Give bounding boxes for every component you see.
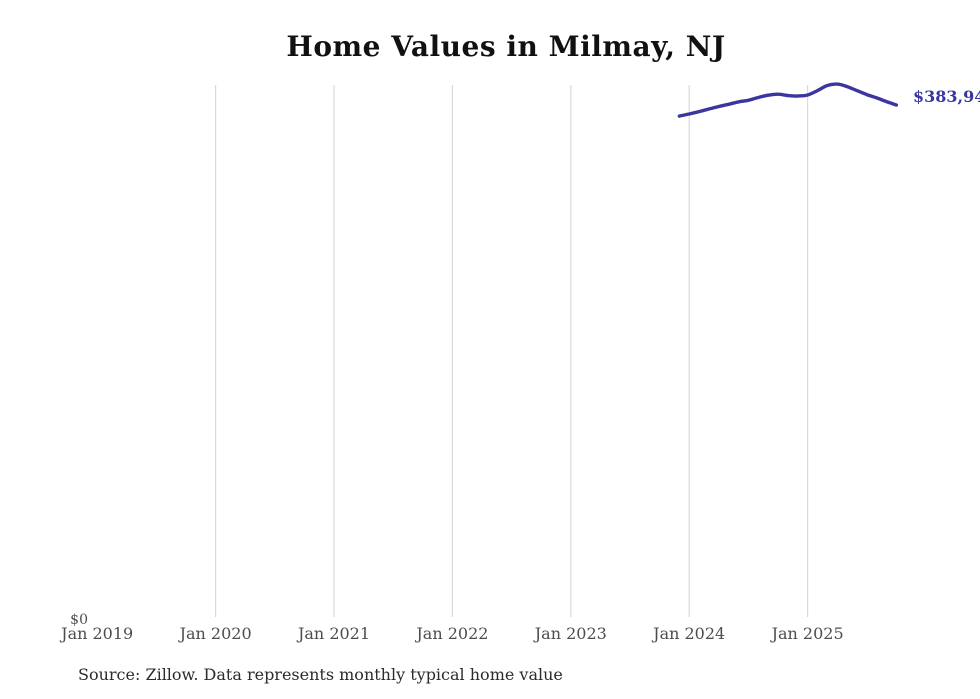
x-axis-label: Jan 2024	[653, 624, 726, 643]
x-axis-label: Jan 2023	[534, 624, 607, 643]
x-axis-label: Jan 2025	[771, 624, 844, 643]
end-value-label: $383,944	[913, 87, 980, 106]
y-axis-zero-label: $0	[70, 612, 88, 628]
x-axis-label: Jan 2019	[61, 624, 134, 643]
home-value-series-line	[677, 82, 899, 118]
x-axis-label: Jan 2022	[416, 624, 489, 643]
x-axis-label: Jan 2021	[297, 624, 371, 643]
x-axis-label: Jan 2020	[179, 624, 252, 643]
chart-title: Home Values in Milmay, NJ	[286, 30, 726, 63]
source-note: Source: Zillow. Data represents monthly …	[78, 665, 563, 684]
